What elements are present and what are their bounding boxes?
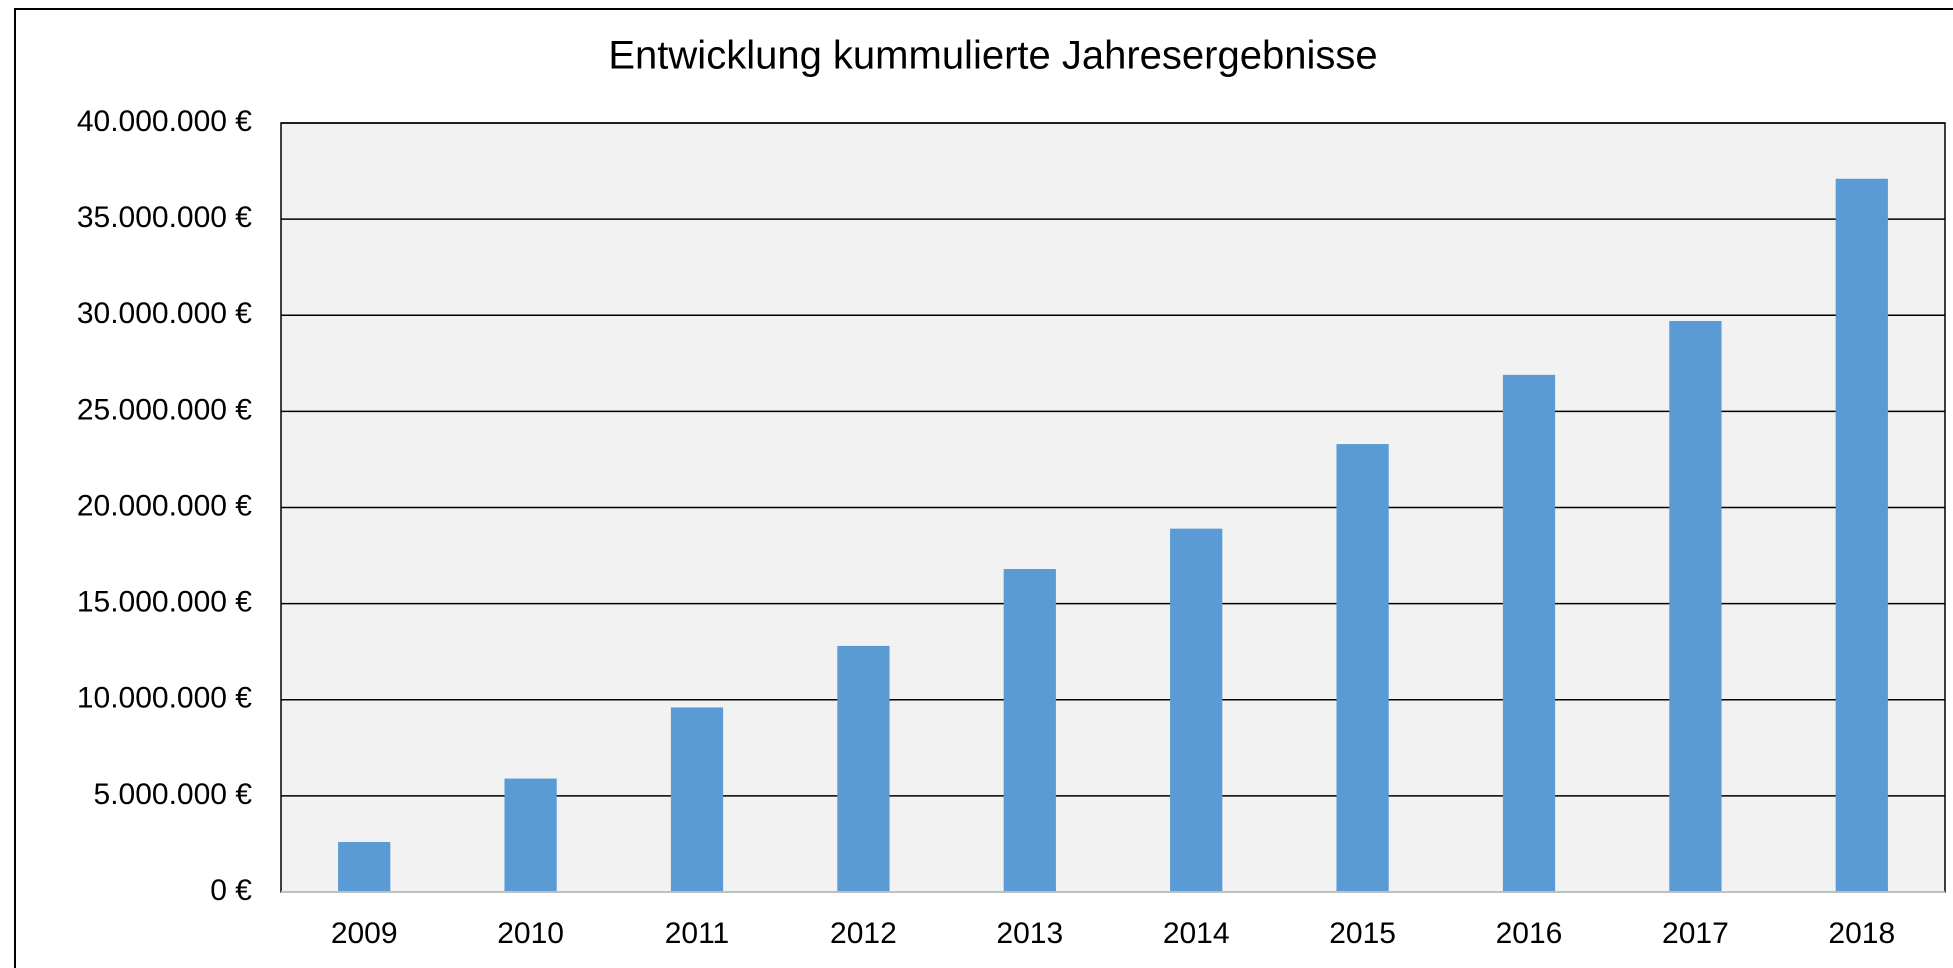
x-tick-label: 2015 (1329, 917, 1396, 950)
y-tick-label: 5.000.000 € (94, 778, 253, 811)
bar (1170, 528, 1223, 892)
y-tick-label: 35.000.000 € (77, 201, 252, 234)
x-tick-label: 2013 (996, 917, 1063, 950)
x-tick-label: 2010 (497, 917, 564, 950)
y-tick-label: 40.000.000 € (77, 105, 252, 138)
y-tick-label: 25.000.000 € (77, 393, 252, 426)
x-tick-label: 2012 (830, 917, 897, 950)
y-tick-label: 10.000.000 € (77, 682, 252, 715)
x-tick-label: 2014 (1163, 917, 1230, 950)
bar (1835, 178, 1888, 892)
bar (1669, 321, 1722, 893)
y-tick-label: 30.000.000 € (77, 297, 252, 330)
x-tick-label: 2009 (331, 917, 398, 950)
y-tick-label: 15.000.000 € (77, 586, 252, 619)
bar (837, 645, 890, 892)
chart-title: Entwicklung kummulierte Jahresergebnisse (608, 34, 1377, 78)
bar (338, 842, 391, 892)
x-tick-label: 2018 (1828, 917, 1895, 950)
bar (670, 707, 724, 892)
x-tick-label: 2017 (1662, 917, 1729, 950)
y-tick-label: 20.000.000 € (77, 489, 252, 522)
x-tick-label: 2011 (665, 917, 730, 950)
bar (1502, 374, 1556, 892)
x-tick-label: 2016 (1496, 917, 1563, 950)
bar (1003, 569, 1056, 892)
bar (504, 778, 557, 892)
y-tick-label: 0 € (210, 874, 252, 907)
bar (1336, 444, 1389, 892)
